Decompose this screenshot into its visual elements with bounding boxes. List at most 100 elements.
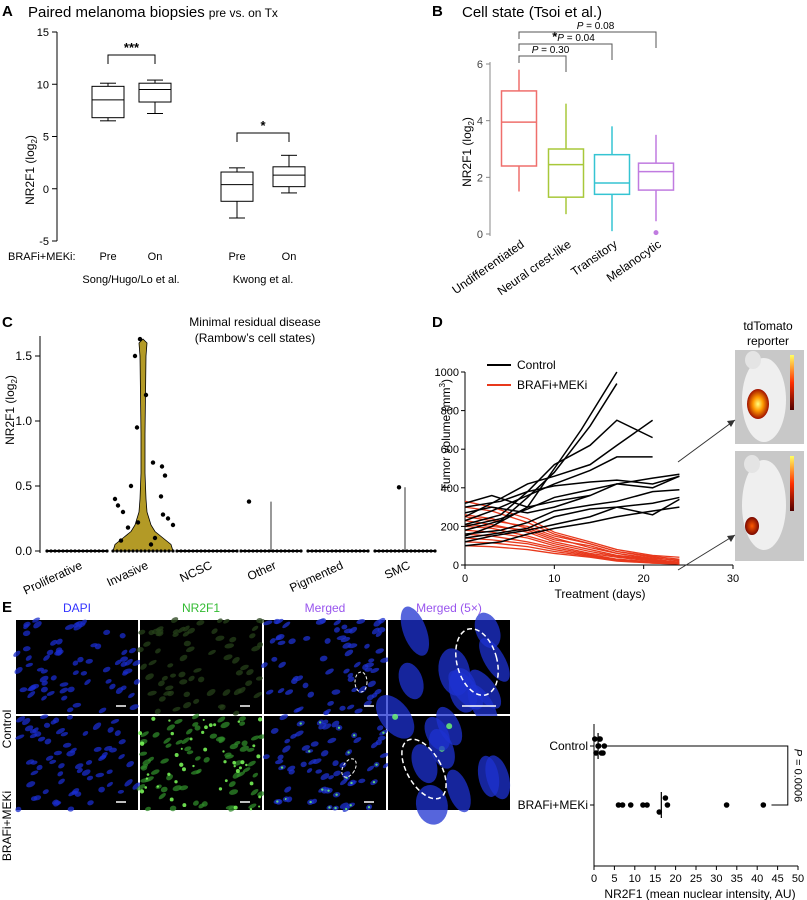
d-y-tick-label: 1000 [435, 367, 459, 379]
c-category-label: Proliferative [21, 558, 85, 598]
c-zero-point [191, 549, 195, 553]
e-micrograph-cell [388, 606, 510, 729]
c-zero-point [318, 549, 322, 553]
d-treated-line [464, 545, 680, 565]
e-data-point [640, 802, 646, 808]
e-x-tick-label: 0 [591, 873, 597, 885]
panel-b-title: Cell state (Tsoi et al.) [462, 4, 602, 21]
c-y-tick-label: 1.5 [15, 349, 32, 363]
c-zero-point [342, 549, 346, 553]
reporter-title-line1: tdTomato [743, 319, 793, 333]
c-data-point [137, 336, 143, 342]
d-control-line [464, 473, 680, 528]
c-zero-point [314, 549, 318, 553]
e-nucleus-outline [354, 671, 368, 693]
e-micrograph-cell [15, 714, 141, 813]
e-micrograph-cell [136, 617, 265, 716]
reporter-image-treated [735, 451, 804, 561]
d-y-tick-label: 200 [441, 521, 459, 533]
c-zero-point [183, 549, 187, 553]
d-treated-line [464, 525, 680, 564]
d-control-line [464, 475, 680, 514]
c-zero-point [219, 549, 223, 553]
panel-a-title: Paired melanoma biopsies pre vs. on Tx [28, 4, 278, 21]
c-zero-point [346, 549, 350, 553]
e-sig-bracket [604, 745, 789, 806]
b-y-tick-label: 2 [477, 172, 483, 184]
c-zero-point [271, 549, 275, 553]
e-micrograph-cell [13, 617, 142, 714]
c-zero-point [167, 549, 171, 553]
c-zero-point [57, 549, 61, 553]
e-data-point [597, 736, 603, 742]
e-data-point [593, 750, 599, 756]
c-zero-point [291, 549, 295, 553]
a-condition-label: Pre [228, 251, 245, 263]
a-sig-bracket [236, 132, 290, 142]
c-zero-point [211, 549, 215, 553]
b-y-tick-label: 4 [477, 116, 483, 128]
c-zero-point [175, 549, 179, 553]
c-data-point [125, 525, 131, 530]
c-zero-point [123, 549, 127, 553]
c-zero-point [203, 549, 207, 553]
c-zero-point [338, 549, 342, 553]
c-zero-point [354, 549, 358, 553]
e-x-tick-label: 50 [792, 873, 804, 885]
c-data-point [128, 483, 134, 489]
a-y-tick-label: 15 [37, 27, 49, 39]
e-data-point [662, 795, 669, 801]
c-zero-point [93, 549, 97, 553]
c-zero-point [405, 549, 409, 553]
c-data-point [152, 535, 158, 541]
e-y-category-label: BRAFi+MEKi [518, 798, 588, 812]
a-sig-label: * [260, 118, 266, 133]
panel-e-column-headers: DAPI NR2F1 Merged Merged (5×) [63, 601, 482, 615]
e-x-tick-label: 45 [771, 873, 783, 885]
c-zero-point [65, 549, 69, 553]
panel-e-row-treated: BRAFi+MEKi [0, 791, 14, 861]
c-data-point [132, 353, 138, 359]
c-data-point [162, 473, 168, 478]
d-treated-line [464, 523, 680, 561]
a-group-label: Kwong et al. [233, 274, 294, 286]
legend-control-label: Control [517, 358, 556, 372]
d-control-line [464, 506, 680, 547]
c-zero-point [89, 549, 93, 553]
c-zero-point [53, 549, 57, 553]
c-zero-point [69, 549, 73, 553]
c-data-point [120, 509, 126, 515]
signal-scale-bar [790, 456, 794, 511]
c-data-point [170, 522, 176, 528]
arrow-to-treated [677, 534, 736, 571]
b-y-tick-label: 6 [477, 59, 483, 71]
c-category-label: Invasive [104, 558, 150, 589]
c-zero-point [401, 549, 405, 553]
d-y-tick-label: 800 [441, 406, 459, 418]
c-zero-point [101, 549, 105, 553]
e-x-tick-label: 15 [649, 873, 661, 885]
c-zero-point [179, 549, 183, 553]
c-zero-point [127, 549, 131, 553]
c-zero-point [295, 549, 299, 553]
tumor-signal-high [747, 389, 769, 419]
e-micrograph-cell [375, 695, 511, 825]
b-pvalue-label: P = 0.08 [577, 21, 615, 32]
a-condition-label: On [148, 251, 163, 263]
c-zero-point [362, 549, 366, 553]
arrow-to-control [677, 419, 736, 463]
c-zero-point [255, 549, 259, 553]
c-zero-point [223, 549, 227, 553]
c-zero-point [381, 549, 385, 553]
c-zero-point [207, 549, 211, 553]
c-zero-point [263, 549, 267, 553]
d-control-line [464, 494, 591, 508]
c-y-tick-label: 0.5 [15, 479, 32, 493]
e-nucleus-outline-zoom [401, 738, 447, 800]
c-data-point [134, 425, 140, 430]
e-x-tick-label: 5 [611, 873, 617, 885]
panel-a-boxes: Pre On Pre On Song/Hugo/Lo et al. Kwong et al… [82, 40, 306, 286]
panel-c-title-line2: (Rambow’s cell states) [195, 331, 315, 345]
panel-c-title-line1: Minimal residual disease [189, 315, 321, 329]
